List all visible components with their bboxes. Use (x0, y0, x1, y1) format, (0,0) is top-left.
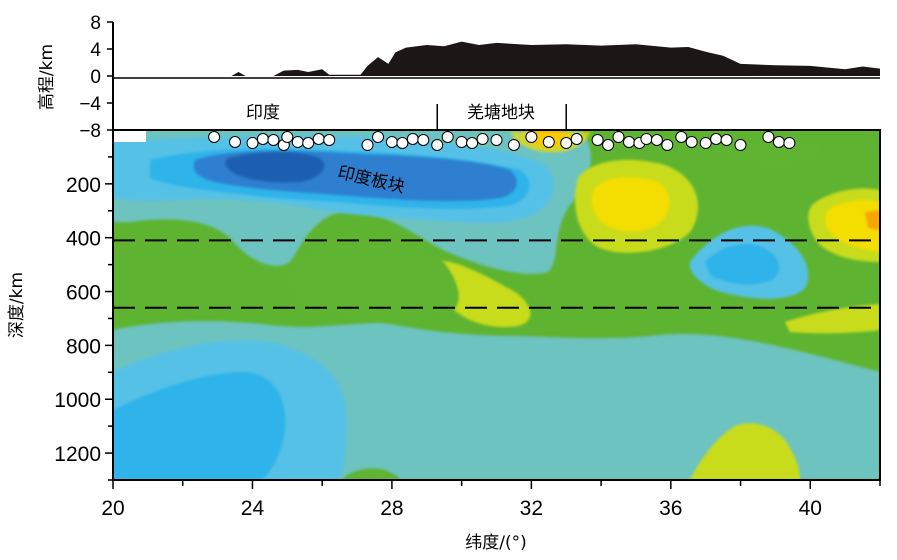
x-axis-title: 纬度/(°) (465, 533, 527, 553)
x-tick-label: 40 (799, 497, 822, 520)
y-tick-label: 600 (66, 282, 101, 305)
x-tick-label: 28 (380, 497, 403, 520)
event-marker (591, 134, 604, 146)
event-marker (661, 139, 674, 151)
event-marker (361, 139, 374, 151)
event-marker (783, 137, 796, 149)
event-marker (623, 136, 635, 148)
event-marker (675, 131, 688, 143)
event-marker (441, 131, 454, 143)
annotation-qiangtang: 羌塘地块 (467, 103, 535, 123)
y-axis: 200 400 600 800 1000 1200 (54, 156, 113, 481)
region-sky-blue-lower (113, 372, 286, 480)
event-marker (612, 131, 625, 143)
event-marker (734, 139, 747, 151)
event-marker (267, 134, 280, 146)
x-tick-label: 20 (101, 497, 124, 520)
event-marker (246, 137, 259, 149)
event-marker (525, 131, 538, 143)
event-marker (406, 133, 419, 145)
y-tick-label: 1000 (54, 389, 101, 412)
region-sky-blue-east (705, 243, 780, 285)
event-marker (490, 134, 503, 146)
x-tick-label: 32 (520, 497, 543, 520)
region-yellow-east-upper (591, 177, 670, 232)
event-marker (602, 139, 615, 151)
event-marker (455, 136, 468, 148)
terrain-profile (113, 41, 880, 76)
event-marker (570, 133, 583, 145)
elevation-tick-label: −4 (79, 94, 101, 115)
section-frame (112, 129, 881, 481)
event-marker (229, 136, 241, 148)
event-marker (699, 137, 712, 149)
y-tick-label: 800 (66, 335, 101, 358)
elevation-tick-label: 8 (90, 13, 101, 34)
event-marker (385, 136, 398, 148)
event-marker (710, 133, 723, 145)
y-tick-label: 200 (66, 174, 101, 197)
event-marker (720, 134, 733, 146)
elevation-tick-label: −8 (79, 121, 101, 142)
event-marker (560, 137, 573, 149)
y-tick-label: 400 (66, 228, 101, 251)
event-marker (312, 133, 325, 145)
event-marker (466, 137, 479, 149)
event-marker (762, 131, 775, 143)
velocity-section (113, 130, 880, 480)
event-marker (291, 136, 304, 148)
region-yellow-green-east-mid (785, 304, 880, 334)
event-marker (372, 131, 384, 143)
elevation-tick-label: 4 (90, 40, 101, 61)
event-marker (323, 134, 336, 146)
x-tick-label: 36 (659, 497, 682, 520)
event-marker (685, 136, 698, 148)
elevation-tick-label: 0 (90, 67, 101, 88)
event-marker (772, 136, 785, 148)
event-marker (256, 133, 269, 145)
elevation-axis-title: 高程/km (37, 44, 57, 110)
event-marker (396, 137, 409, 149)
x-axis: 20 24 28 32 36 40 (101, 480, 881, 520)
annotation-india: 印度 (246, 103, 280, 123)
event-marker (431, 139, 444, 151)
region-dark-blue (225, 152, 325, 183)
x-tick-label: 24 (241, 497, 265, 520)
event-marker (281, 131, 294, 143)
event-marker (542, 136, 555, 148)
event-marker (417, 134, 430, 146)
event-marker (208, 131, 221, 143)
region-white-corner (113, 130, 146, 142)
region-green-blue-island (286, 231, 459, 323)
y-tick-label: 1200 (54, 443, 101, 466)
elevation-panel: 8 4 0 −4 −8 高程/km 印度 羌塘地块 (37, 13, 880, 142)
region-yellow-green-mid (431, 260, 531, 328)
region-yellow-green-bottom (690, 423, 800, 480)
event-marker (650, 134, 663, 146)
event-marker (507, 139, 520, 151)
region-green-bottom-patch (342, 468, 400, 480)
region-orange-far-east (865, 210, 880, 230)
seismic-events (208, 131, 796, 151)
event-marker (640, 133, 653, 145)
event-marker (302, 137, 315, 149)
event-marker (476, 133, 489, 145)
y-axis-title: 深度/km (7, 272, 27, 338)
elevation-ticks: 8 4 0 −4 −8 (79, 13, 113, 142)
